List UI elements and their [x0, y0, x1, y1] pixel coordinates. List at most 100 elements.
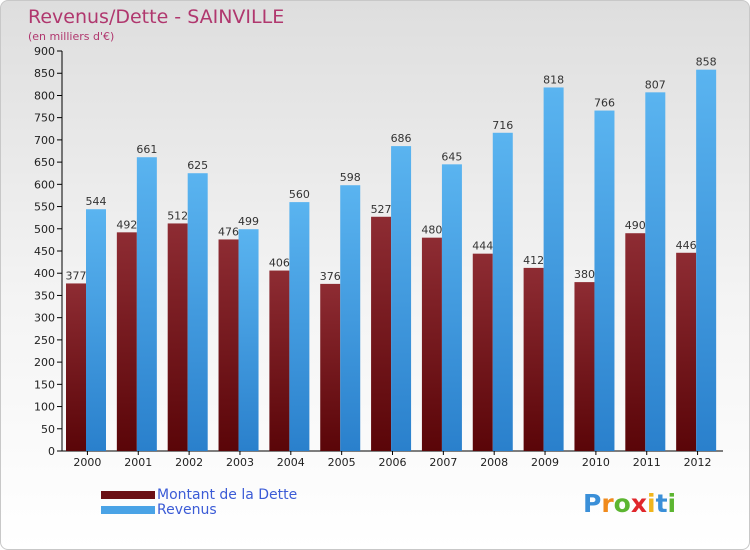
- bar-revenus: [645, 92, 666, 451]
- bar-dette: [574, 282, 595, 451]
- y-tick-label: 400: [34, 267, 55, 280]
- bar-dette: [269, 270, 290, 451]
- data-label-revenus: 598: [340, 171, 361, 184]
- y-tick-label: 850: [34, 67, 55, 80]
- data-label-revenus: 766: [594, 97, 615, 110]
- y-tick-label: 200: [34, 356, 55, 369]
- data-label-dette: 376: [320, 270, 341, 283]
- data-label-revenus: 858: [696, 56, 717, 69]
- logo-letter: i: [647, 489, 656, 518]
- bar-revenus: [136, 157, 157, 451]
- proxiti-logo: Proxiti: [583, 489, 676, 518]
- y-tick-label: 650: [34, 156, 55, 169]
- y-tick-label: 450: [34, 245, 55, 258]
- bar-layer: [66, 69, 717, 452]
- legend-label-revenus: Revenus: [157, 501, 217, 518]
- legend-swatch-dette: [101, 490, 155, 499]
- bar-dette: [218, 239, 239, 451]
- x-tick-label: 2001: [124, 456, 152, 469]
- data-label-revenus: 499: [238, 215, 259, 228]
- chart-subtitle: (en milliers d'€): [28, 30, 115, 43]
- logo-letter: x: [630, 489, 647, 518]
- bar-revenus: [289, 202, 310, 451]
- data-label-revenus: 661: [136, 143, 157, 156]
- legend: Montant de la Dette Revenus: [101, 486, 298, 518]
- y-tick-label: 900: [34, 45, 55, 58]
- data-label-revenus: 807: [645, 78, 666, 91]
- bar-revenus: [441, 164, 462, 452]
- y-tick-label: 150: [34, 378, 55, 391]
- x-tick-label: 2007: [429, 456, 457, 469]
- bar-dette: [676, 252, 697, 451]
- x-tick-label: 2010: [582, 456, 610, 469]
- data-label-revenus: 686: [391, 132, 412, 145]
- y-tick-label: 100: [34, 401, 55, 414]
- bar-revenus: [238, 229, 259, 451]
- legend-label-dette: Montant de la Dette: [157, 486, 298, 503]
- bar-dette: [116, 232, 137, 451]
- y-tick-label: 300: [34, 312, 55, 325]
- data-label-dette: 512: [167, 209, 188, 222]
- x-tick-label: 2002: [175, 456, 203, 469]
- y-tick-label: 0: [48, 445, 55, 458]
- x-tick-label: 2000: [73, 456, 101, 469]
- logo-letter: r: [601, 489, 614, 518]
- data-label-revenus: 716: [492, 119, 513, 132]
- x-tick-label: 2009: [531, 456, 559, 469]
- bar-revenus: [594, 110, 615, 452]
- data-label-dette: 406: [269, 257, 290, 270]
- x-tick-label: 2006: [379, 456, 407, 469]
- y-tick-label: 500: [34, 223, 55, 236]
- bar-dette: [625, 233, 646, 451]
- x-tick-label: 2012: [684, 456, 712, 469]
- y-tick-label: 50: [41, 423, 55, 436]
- bar-dette: [167, 223, 188, 451]
- x-tick-label: 2011: [633, 456, 661, 469]
- bar-revenus: [86, 209, 106, 451]
- x-tick-label: 2004: [277, 456, 305, 469]
- bar-dette: [523, 267, 544, 451]
- data-label-revenus: 544: [86, 195, 107, 208]
- data-label-dette: 480: [421, 224, 442, 237]
- data-label-dette: 380: [574, 268, 595, 281]
- legend-swatch-revenus: [101, 505, 155, 514]
- bar-dette: [66, 283, 86, 451]
- logo-letter: P: [583, 489, 602, 518]
- bar-dette: [320, 283, 341, 451]
- bar-dette: [472, 253, 493, 451]
- data-label-dette: 490: [625, 219, 646, 232]
- bar-dette: [421, 237, 442, 451]
- bar-revenus: [696, 69, 717, 452]
- y-tick-label: 250: [34, 334, 55, 347]
- bar-revenus: [187, 173, 208, 451]
- data-label-revenus: 560: [289, 188, 310, 201]
- bar-revenus: [391, 146, 412, 451]
- data-label-revenus: 625: [187, 159, 208, 172]
- data-label-dette: 412: [523, 254, 544, 267]
- y-tick-label: 550: [34, 201, 55, 214]
- data-label-dette: 527: [371, 203, 392, 216]
- x-tick-label: 2003: [226, 456, 254, 469]
- data-label-dette: 492: [116, 218, 137, 231]
- bar-revenus: [492, 132, 513, 451]
- legend-item-dette: Montant de la Dette: [101, 486, 298, 503]
- y-tick-label: 800: [34, 89, 55, 102]
- data-label-dette: 377: [66, 269, 87, 282]
- data-label-dette: 444: [472, 240, 493, 253]
- legend-item-revenus: Revenus: [101, 501, 297, 518]
- y-tick-label: 600: [34, 178, 55, 191]
- x-tick-label: 2008: [480, 456, 508, 469]
- data-label-revenus: 818: [543, 73, 564, 86]
- y-tick-label: 700: [34, 134, 55, 147]
- bar-dette: [371, 216, 392, 451]
- logo-letter: i: [667, 489, 677, 518]
- bar-revenus: [340, 185, 361, 451]
- data-label-dette: 446: [676, 239, 697, 252]
- y-tick-label: 750: [34, 112, 55, 125]
- x-tick-label: 2005: [328, 456, 356, 469]
- logo-letter: o: [613, 489, 631, 518]
- data-label-revenus: 645: [441, 150, 462, 163]
